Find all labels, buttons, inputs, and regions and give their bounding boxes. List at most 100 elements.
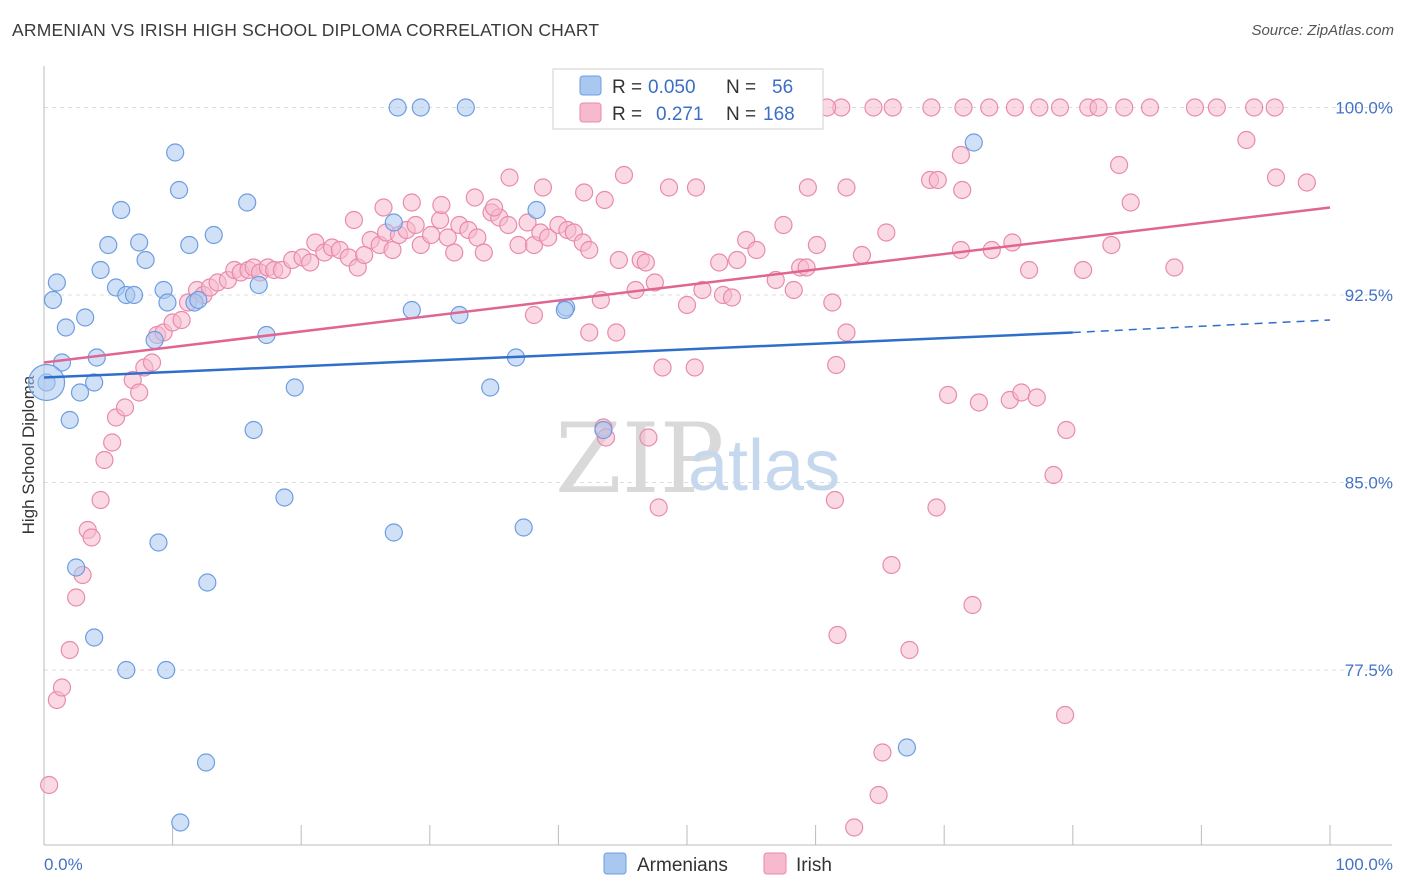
watermark: ZIP atlas	[555, 403, 840, 515]
irish-point	[922, 98, 941, 117]
irish-point	[575, 183, 594, 202]
irish-series	[40, 98, 1316, 837]
armenian-point	[189, 290, 208, 310]
armenian-point	[594, 420, 613, 440]
chart-source: Source: ZipAtlas.com	[1251, 22, 1394, 39]
irish-point	[837, 178, 856, 197]
irish-point	[1297, 173, 1316, 192]
irish-point	[710, 253, 729, 272]
irish-point	[383, 240, 402, 260]
irish-point	[722, 288, 742, 307]
armenian-point	[897, 738, 917, 757]
irish-point	[1089, 98, 1108, 117]
irish-point	[1012, 383, 1031, 402]
y-axis-title: High School Diploma	[19, 375, 38, 534]
irish-point	[969, 393, 989, 412]
bottom-legend-swatch-irish	[763, 852, 787, 875]
irish-point	[938, 385, 958, 405]
y-tick-label-3: 100.0%	[1335, 99, 1393, 118]
irish-point	[639, 428, 658, 447]
legend-armenians-n-value: 56	[772, 77, 793, 98]
irish-point	[636, 253, 655, 272]
armenian-point	[180, 235, 199, 255]
irish-point	[1140, 98, 1160, 117]
armenian-point	[964, 133, 983, 152]
irish-point	[430, 210, 450, 230]
irish-point	[67, 588, 86, 607]
irish-point	[951, 145, 971, 165]
irish-point	[686, 178, 706, 197]
irish-point	[1185, 98, 1205, 117]
irish-point	[607, 323, 626, 342]
armenian-point	[402, 300, 421, 320]
stats-legend: R = 0.050 N = 56 R = 0.271 N = 168	[552, 68, 824, 130]
armenian-point-large	[27, 363, 66, 402]
irish-trend-line	[43, 206, 1331, 364]
armenian-point	[47, 273, 66, 292]
irish-point	[728, 250, 747, 270]
armenian-point	[166, 143, 185, 162]
bottom-legend-swatch-armenians	[603, 852, 627, 875]
legend-irish-n-value: 168	[763, 104, 795, 125]
irish-point	[95, 450, 114, 470]
irish-point	[60, 640, 79, 660]
armenian-point	[450, 305, 469, 325]
armenian-point	[171, 813, 190, 832]
irish-point	[539, 228, 558, 247]
armenian-point	[112, 200, 131, 220]
irish-point	[614, 165, 634, 185]
irish-point	[406, 215, 425, 235]
legend-irish-r-label: R =	[612, 104, 642, 125]
armenian-point	[124, 285, 144, 305]
irish-point	[130, 383, 149, 402]
armenian-point	[514, 518, 533, 537]
irish-point	[877, 223, 896, 242]
irish-point	[1005, 98, 1025, 117]
armenian-point	[43, 290, 63, 310]
irish-point	[784, 280, 803, 300]
irish-point	[115, 398, 135, 417]
grid-lines	[44, 107, 1392, 671]
irish-point	[518, 213, 537, 232]
irish-point	[82, 528, 101, 547]
irish-point	[837, 323, 856, 342]
legend-armenians-r-value: 0.050	[648, 77, 696, 98]
irish-point	[798, 178, 817, 197]
irish-point	[827, 355, 846, 375]
irish-point	[1044, 465, 1063, 485]
irish-point	[825, 490, 844, 510]
irish-point	[52, 678, 72, 697]
irish-point	[1165, 258, 1184, 277]
irish-point	[1055, 705, 1075, 725]
irish-point	[645, 273, 664, 292]
armenian-point	[70, 383, 90, 402]
irish-point	[1265, 98, 1284, 117]
legend-armenians-n-label: N =	[726, 77, 756, 98]
armenian-point	[238, 193, 257, 212]
bottom-legend-armenians: Armenians	[637, 855, 728, 876]
irish-point	[499, 215, 518, 235]
armenian-point	[249, 275, 268, 295]
y-tick-label-0: 77.5%	[1345, 661, 1393, 680]
irish-point	[609, 250, 628, 270]
legend-irish-n-label: N =	[726, 104, 756, 125]
armenian-point	[527, 200, 546, 220]
irish-point	[1237, 130, 1256, 150]
legend-swatch-irish	[579, 102, 602, 123]
armenian-point	[411, 98, 430, 117]
armenian-point	[198, 573, 217, 592]
irish-point	[823, 293, 842, 312]
armenian-point	[76, 308, 95, 327]
armenian-point	[285, 378, 304, 397]
legend-swatch-armenians	[579, 75, 602, 96]
legend-irish-r-value: 0.271	[656, 104, 704, 125]
armenian-point	[481, 378, 500, 397]
armenian-point	[275, 488, 294, 507]
irish-point	[659, 178, 679, 197]
irish-point	[595, 190, 614, 210]
armenian-point	[130, 233, 149, 252]
irish-point	[900, 640, 919, 660]
irish-point	[747, 240, 766, 260]
armenian-point	[91, 260, 110, 280]
irish-point	[374, 198, 393, 217]
